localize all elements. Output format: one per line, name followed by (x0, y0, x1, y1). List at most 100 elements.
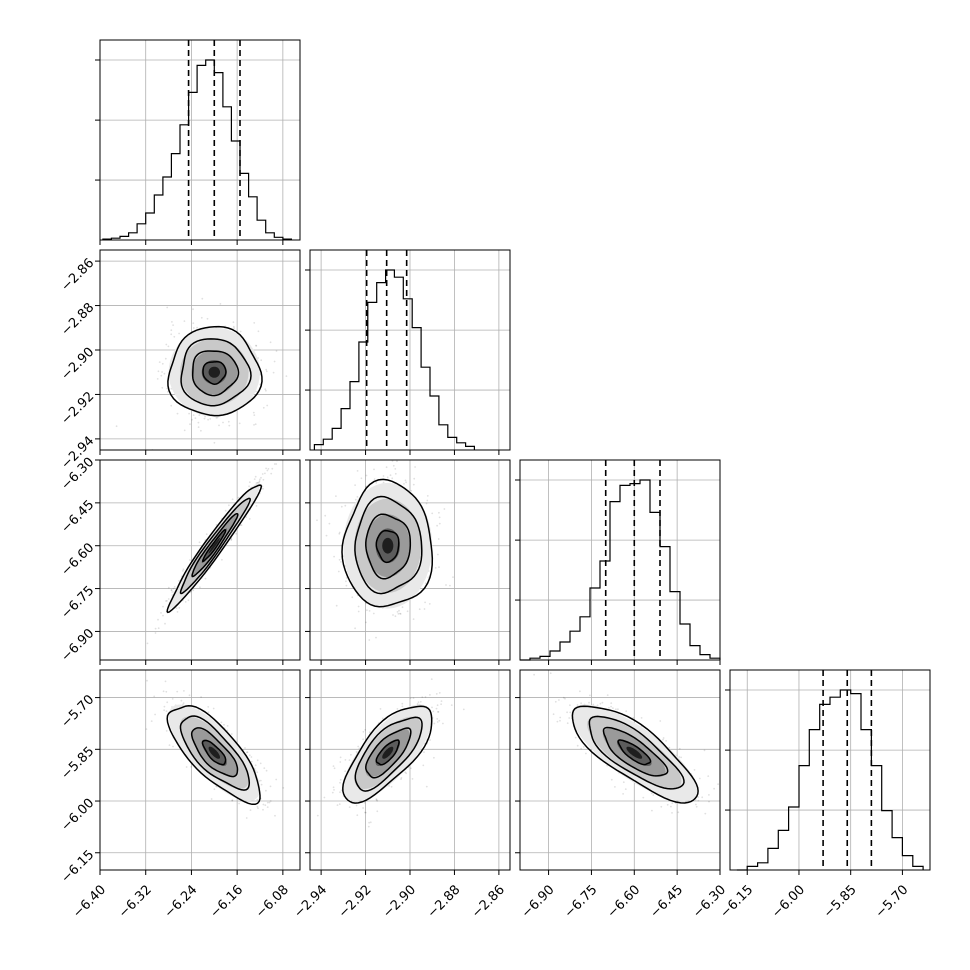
scatter-point (364, 811, 367, 814)
scatter-point (392, 464, 395, 467)
scatter-point (435, 693, 438, 695)
scatter-point (224, 509, 227, 512)
scatter-point (157, 618, 159, 621)
scatter-point (248, 481, 251, 484)
scatter-point (192, 589, 195, 592)
scatter-point (562, 696, 565, 699)
scatter-point (171, 698, 174, 700)
scatter-point (252, 411, 255, 414)
contour-3 (167, 325, 263, 417)
scatter-point (368, 731, 371, 734)
scatter-point (670, 805, 672, 808)
scatter-point (172, 745, 174, 748)
scatter-point (173, 335, 176, 338)
scatter-point (574, 736, 577, 739)
contour-0 (202, 361, 227, 385)
scatter-point (182, 568, 185, 571)
scatter-point (161, 362, 164, 365)
scatter-point (442, 722, 444, 725)
scatter-point (610, 778, 613, 781)
scatter-point (260, 359, 263, 362)
scatter-point (204, 415, 207, 418)
scatter-point (170, 333, 173, 336)
scatter-point (163, 705, 166, 708)
scatter-point (263, 767, 266, 769)
scatter-point (198, 414, 201, 416)
x-tick-label: −6.60 (605, 882, 644, 921)
scatter-point (677, 811, 680, 814)
scatter-point (339, 791, 341, 794)
scatter-point (660, 805, 663, 808)
scatter-point (417, 701, 420, 704)
scatter-point (366, 609, 368, 612)
scatter-point (323, 796, 326, 799)
scatter-point (419, 700, 422, 703)
scatter-point (569, 704, 571, 707)
scatter-point (339, 761, 342, 763)
contour-1 (191, 350, 240, 397)
scatter-point (272, 371, 275, 374)
y-tick-label: −6.15 (59, 847, 98, 886)
scatter-point (280, 458, 282, 460)
scatter-point (394, 468, 397, 470)
x-tick-label: −6.45 (647, 882, 686, 921)
y-tick-label: −6.45 (59, 498, 98, 537)
scatter-point (250, 760, 253, 763)
scatter-point (230, 538, 233, 541)
axes-frame (99, 459, 301, 661)
scatter-point (662, 737, 665, 739)
scatter-point (410, 489, 413, 492)
scatter-point (559, 716, 562, 719)
scatter-point (569, 711, 572, 714)
scatter-point (166, 387, 169, 390)
scatter-point (396, 460, 398, 463)
scatter-point (240, 524, 243, 527)
scatter-point (265, 467, 267, 470)
scatter-point (671, 802, 674, 804)
scatter-point (400, 778, 402, 780)
scatter-point (394, 615, 397, 618)
scatter-point (615, 708, 617, 711)
scatter-points (145, 679, 285, 819)
scatter-point (269, 800, 272, 802)
scatter-point (265, 389, 267, 392)
scatter-point (436, 704, 439, 707)
scatter-point (437, 538, 440, 540)
scatter-point (248, 754, 251, 757)
scatter-point (145, 728, 148, 730)
scatter-point (585, 752, 587, 755)
scatter-point (405, 772, 408, 775)
scatter-point (554, 700, 557, 703)
scatter-point (235, 532, 238, 535)
scatter-p1-p3: −6.30−6.45−6.60−6.75−6.90 (59, 455, 301, 665)
scatter-point (223, 723, 225, 726)
scatter-point (165, 730, 168, 732)
scatter-point (339, 781, 341, 784)
scatter-point (376, 810, 379, 813)
scatter-point (356, 496, 359, 498)
contour-3 (166, 484, 263, 614)
scatter-point (254, 423, 257, 426)
scatter-point (176, 690, 179, 693)
scatter-point (414, 466, 416, 468)
scatter-point (262, 478, 265, 481)
scatter-point (232, 321, 235, 324)
scatter-point (610, 705, 612, 708)
scatter-point (258, 480, 261, 482)
scatter-point (332, 786, 335, 789)
scatter-point (411, 778, 414, 780)
x-tick-label: −2.92 (336, 882, 375, 921)
scatter-point (338, 803, 341, 805)
scatter-point (162, 690, 165, 693)
scatter-point (162, 614, 164, 617)
scatter-point (219, 303, 222, 305)
scatter-point (170, 589, 173, 592)
scatter-point (255, 345, 258, 347)
scatter-point (344, 504, 347, 507)
scatter-point (331, 791, 334, 794)
scatter-point (650, 792, 653, 795)
scatter-point (256, 771, 259, 774)
scatter-point (424, 582, 427, 584)
scatter-point (332, 765, 335, 767)
scatter-point (612, 707, 614, 709)
